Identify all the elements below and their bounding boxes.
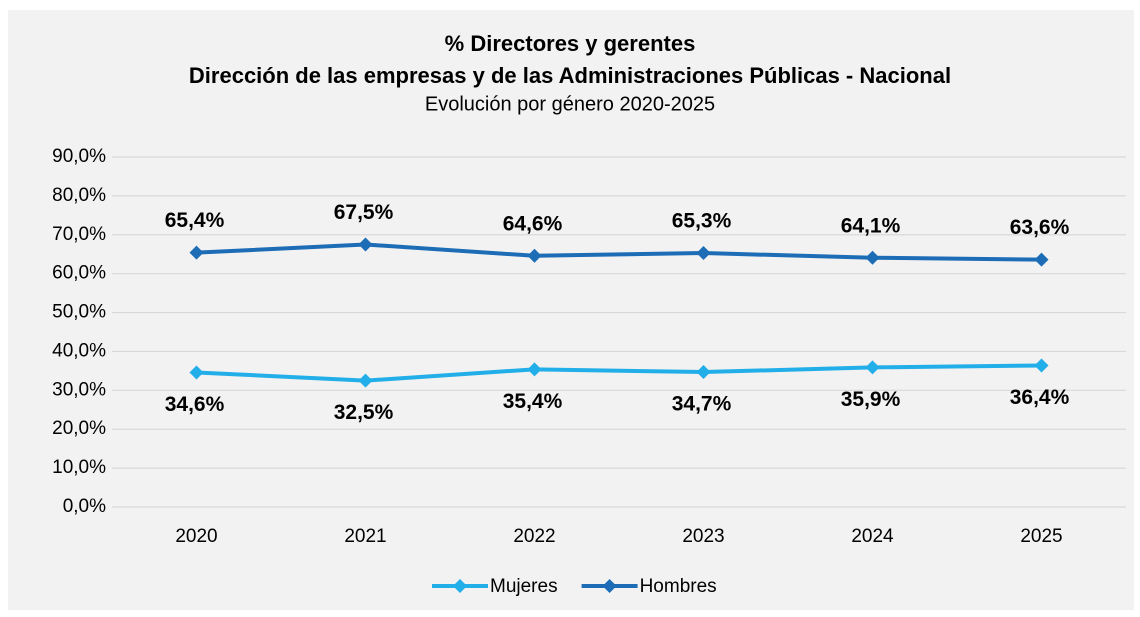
y-tick-label: 60,0% [52,263,106,284]
marker [527,248,542,263]
y-tick-label: 70,0% [52,224,106,245]
x-tick-label: 2020 [175,526,217,547]
legend-label: Mujeres [490,576,558,597]
data-label: 34,7% [672,393,732,416]
chart-subtitle: Dirección de las empresas y de las Admin… [189,63,951,88]
marker [527,362,542,377]
marker [696,365,711,380]
marker [189,365,204,380]
data-label: 63,6% [1010,216,1070,239]
y-tick-label: 50,0% [52,302,106,323]
y-tick-label: 40,0% [52,340,106,361]
y-tick-label: 90,0% [52,146,106,167]
legend-label: Hombres [640,576,717,597]
marker [865,250,880,265]
data-label: 35,9% [841,388,901,411]
chart-title: % Directores y gerentes [445,31,696,56]
y-tick-label: 20,0% [52,418,106,439]
marker [696,246,711,261]
y-tick-label: 0,0% [63,496,106,517]
marker [358,373,373,388]
data-label: 35,4% [503,390,563,413]
data-label: 67,5% [334,201,394,224]
data-label: 65,3% [672,210,732,233]
data-label: 65,4% [165,209,225,232]
marker [358,237,373,252]
y-tick-label: 30,0% [52,379,106,400]
marker [1034,358,1049,373]
x-tick-label: 2025 [1020,526,1062,547]
data-label: 64,1% [841,214,901,237]
data-label: 64,6% [503,212,563,235]
line [196,363,1042,383]
chart-subtitle-2: Evolución por género 2020-2025 [425,93,715,115]
marker [189,245,204,260]
line [196,242,1042,262]
marker [1034,252,1049,267]
legend-marker [602,579,617,593]
x-tick-label: 2023 [682,526,724,547]
legend-marker [453,579,467,593]
y-tick-label: 10,0% [52,457,106,478]
marker [865,360,880,375]
chart-background [8,10,1134,610]
data-label: 32,5% [334,401,394,424]
data-label: 36,4% [1010,386,1070,409]
x-tick-label: 2022 [513,526,555,547]
y-tick-label: 80,0% [52,185,106,206]
data-label: 34,6% [165,393,225,416]
x-tick-label: 2021 [344,526,386,547]
x-tick-label: 2024 [851,526,894,547]
